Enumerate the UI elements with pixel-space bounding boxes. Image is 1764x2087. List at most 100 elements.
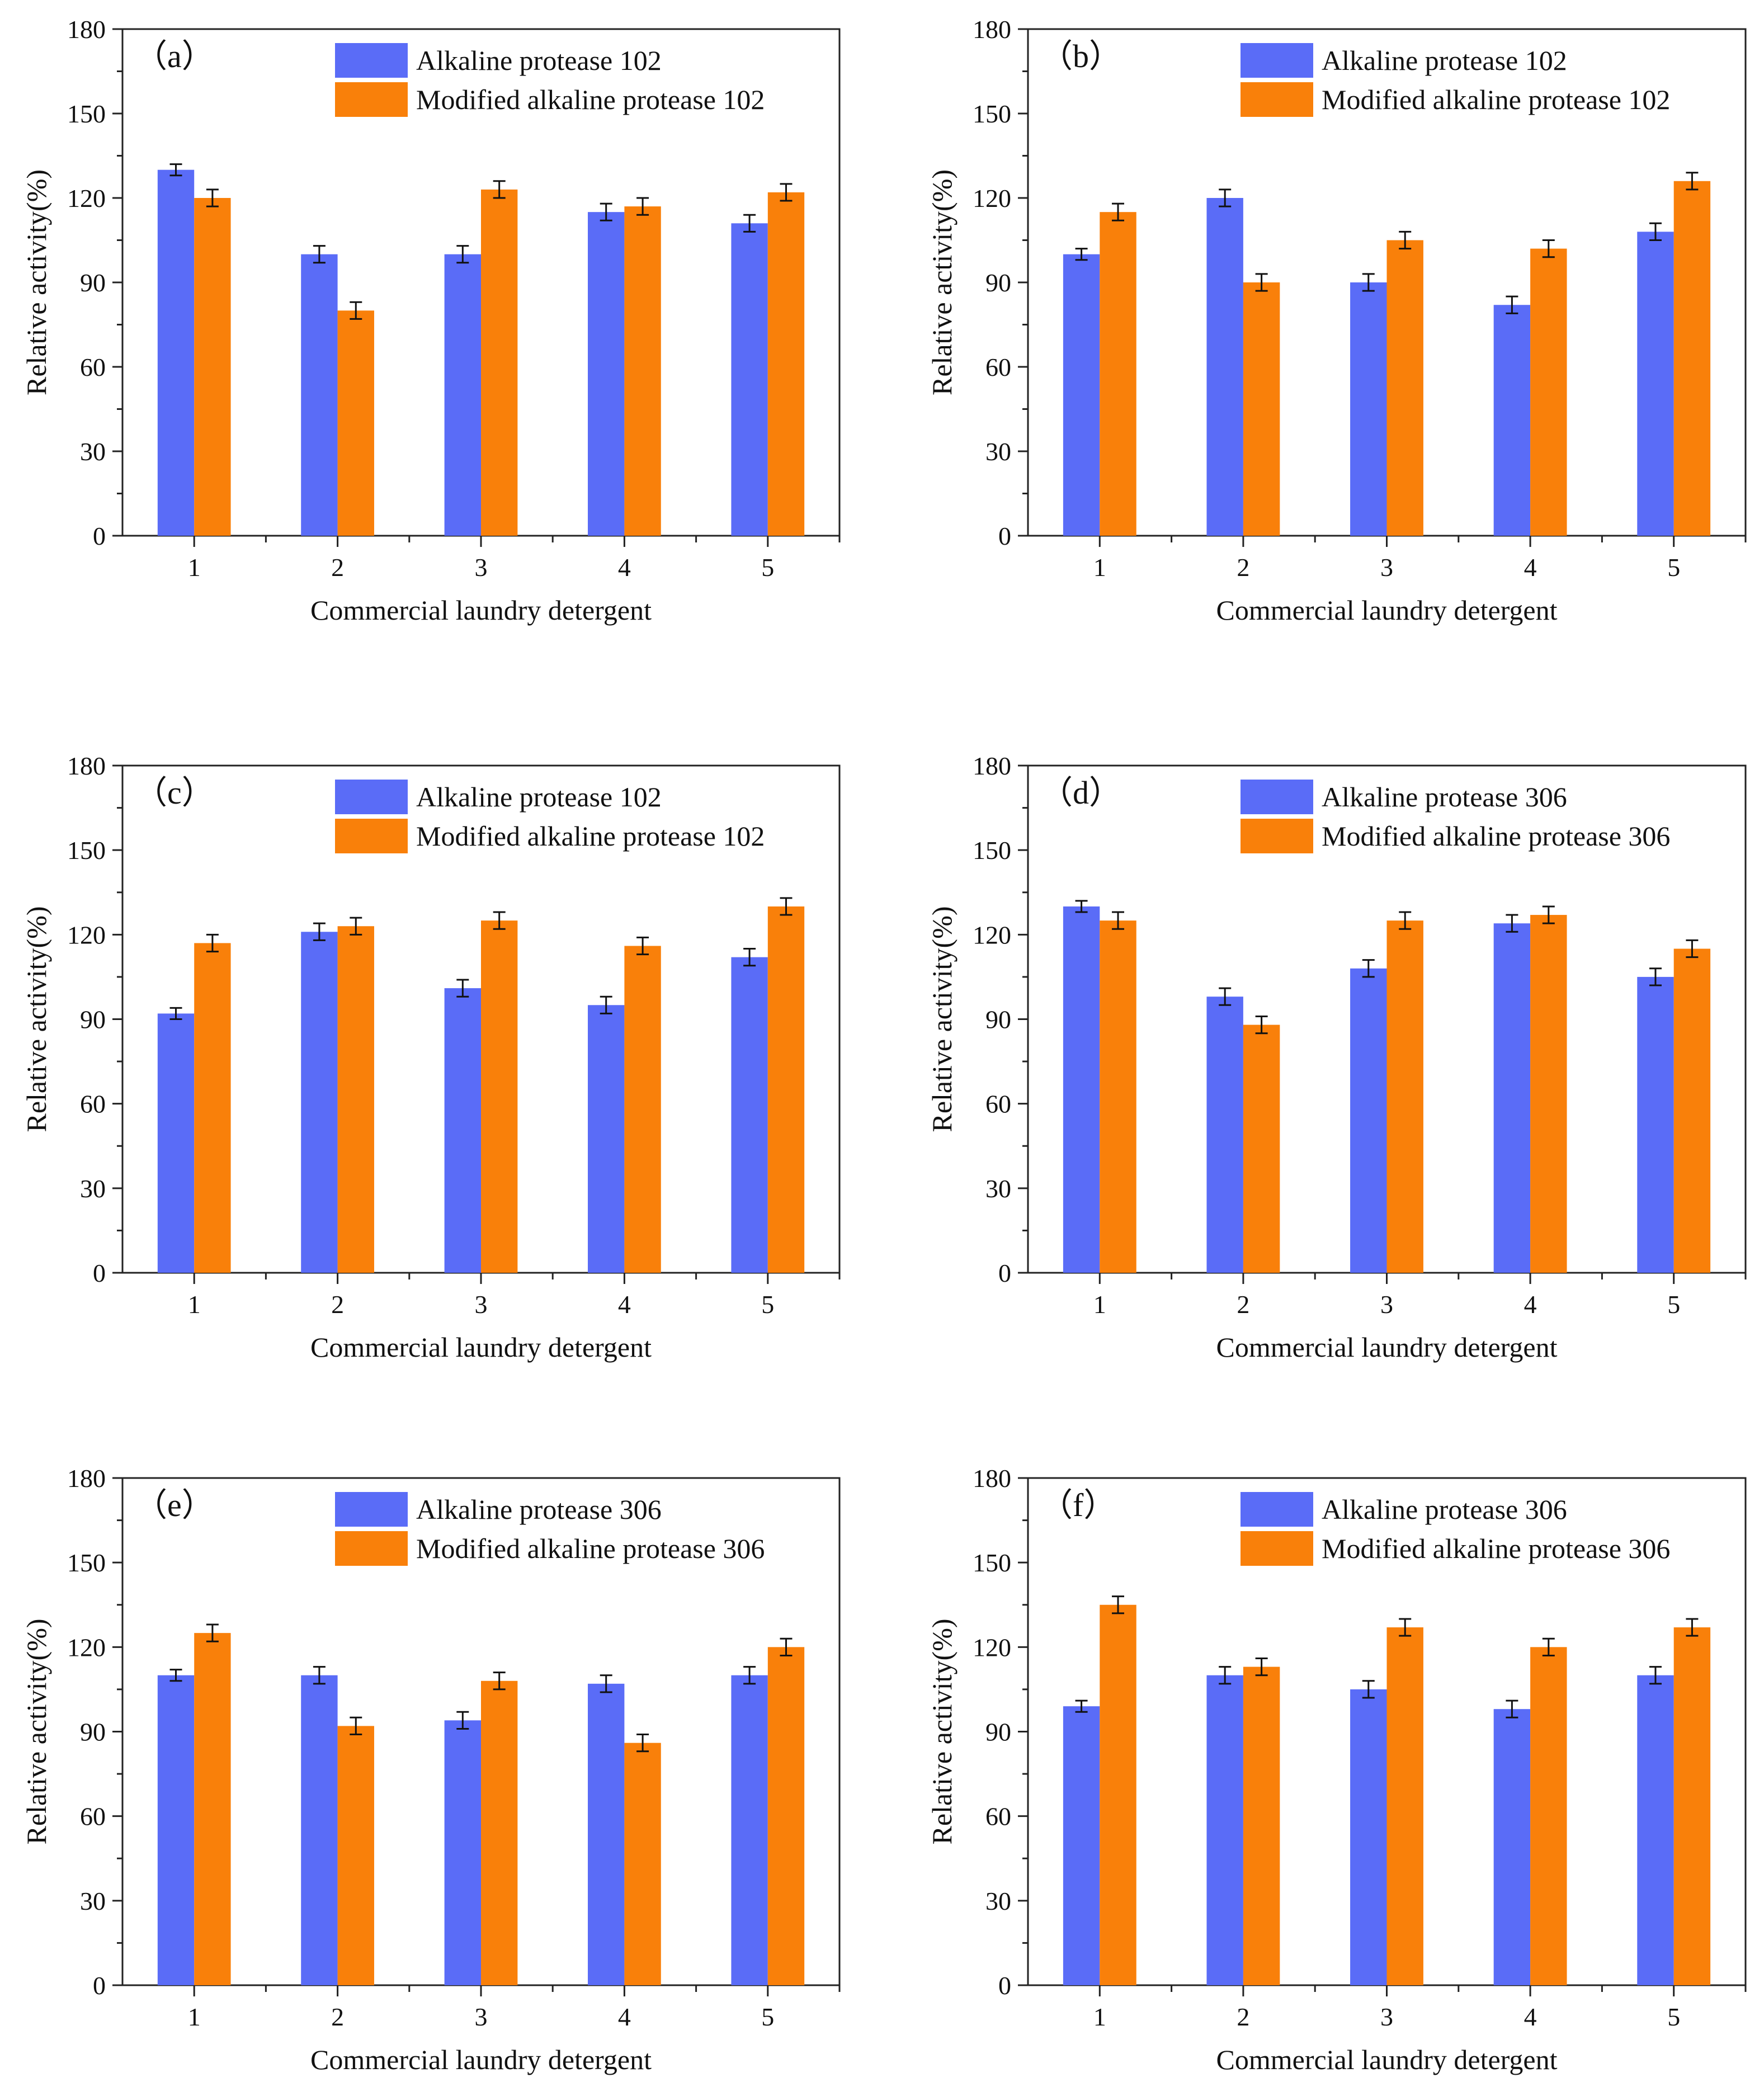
error-bar — [169, 1007, 182, 1020]
x-tick-label: 5 — [761, 2003, 774, 2031]
error-bar — [1649, 222, 1662, 241]
y-tick-label: 0 — [93, 1971, 106, 2000]
bar-series-1-cat-1 — [157, 1013, 195, 1273]
panel-label: （d） — [1040, 775, 1121, 811]
legend-swatch-1 — [335, 780, 408, 814]
y-tick-label: 0 — [998, 1259, 1011, 1287]
y-tick-label: 60 — [80, 1802, 106, 1831]
y-tick-label: 180 — [973, 752, 1011, 780]
error-bar — [780, 897, 793, 916]
error-bar — [1686, 172, 1699, 191]
y-axis-title: Relative activity(%) — [926, 906, 958, 1132]
error-bar — [1686, 1618, 1699, 1637]
error-bar — [1542, 905, 1555, 924]
x-tick-label: 2 — [1237, 553, 1249, 582]
legend-swatch-1 — [1241, 43, 1313, 78]
legend-label-2: Modified alkaline protease 306 — [416, 1533, 765, 1564]
chart-panel-b: 0 30 60 90 120 150 180 1 2 3 4 5 Commercial laundry … — [926, 15, 1747, 626]
x-tick-label: 4 — [618, 2003, 631, 2031]
y-axis-title: Relative activity(%) — [926, 169, 958, 395]
x-tick-label: 1 — [1093, 2003, 1106, 2031]
bar-series-2-cat-1 — [194, 1633, 231, 1985]
error-bar — [743, 948, 756, 967]
x-tick-label: 2 — [331, 553, 344, 582]
bar-series-1-cat-1 — [1063, 254, 1100, 536]
y-tick-label: 120 — [973, 184, 1011, 213]
error-bar — [169, 1669, 182, 1682]
bar-series-2-cat-1 — [1100, 212, 1136, 536]
panel-label: （e） — [135, 1487, 214, 1523]
error-bar — [1399, 1618, 1412, 1637]
x-tick-label: 1 — [188, 553, 201, 582]
x-tick-label: 3 — [1380, 1290, 1393, 1319]
y-tick-label: 60 — [985, 1090, 1011, 1118]
legend-label-1: Alkaline protease 102 — [1322, 45, 1567, 76]
x-tick-label: 3 — [475, 553, 488, 582]
bar-series-1-cat-5 — [731, 957, 768, 1273]
y-tick-label: 150 — [67, 836, 106, 865]
y-tick-label: 90 — [80, 1005, 106, 1034]
bar-series-1-cat-2 — [1206, 198, 1243, 536]
legend-label-2: Modified alkaline protease 102 — [416, 820, 765, 852]
bar-series-2-cat-5 — [767, 192, 805, 536]
y-tick-label: 120 — [973, 920, 1011, 949]
bar-series-1-cat-2 — [301, 1675, 338, 1985]
error-bar — [350, 301, 362, 320]
bar-series-1-cat-1 — [157, 1675, 195, 1985]
error-bar — [1399, 911, 1412, 930]
bar-series-1-cat-5 — [1637, 976, 1674, 1273]
error-bar — [1075, 248, 1088, 261]
legend-label-1: Alkaline protease 306 — [416, 1494, 662, 1525]
bar-series-2-cat-2 — [1243, 1024, 1280, 1273]
bar-series-2-cat-3 — [481, 920, 518, 1273]
error-bar — [600, 995, 612, 1014]
x-tick-label: 3 — [475, 2003, 488, 2031]
bar-series-1-cat-3 — [444, 254, 481, 536]
bar-series-2-cat-2 — [337, 310, 374, 536]
error-bar — [1399, 230, 1412, 250]
legend-swatch-2 — [1241, 1531, 1313, 1566]
legend-label-1: Alkaline protease 102 — [416, 45, 662, 76]
error-bar — [456, 245, 469, 264]
chart-panel-e: 0 30 60 90 120 150 180 1 2 3 4 5 Commercial laundry … — [21, 1464, 841, 2075]
error-bar — [743, 1666, 756, 1685]
error-bar — [1219, 1666, 1232, 1685]
error-bar — [1112, 202, 1125, 221]
error-bar — [313, 245, 326, 264]
y-tick-label: 120 — [67, 1633, 106, 1661]
y-tick-label: 60 — [985, 1802, 1011, 1831]
x-tick-label: 2 — [1237, 1290, 1249, 1319]
y-axis-title: Relative activity(%) — [21, 1618, 52, 1844]
error-bar — [1112, 1595, 1125, 1614]
bar-series-2-cat-3 — [481, 189, 518, 536]
x-tick-label: 4 — [1524, 2003, 1537, 2031]
bar-series-2-cat-5 — [1673, 1627, 1711, 1985]
legend-swatch-1 — [335, 1492, 408, 1527]
y-tick-label: 90 — [80, 1718, 106, 1746]
x-tick-label: 3 — [1380, 553, 1393, 582]
error-bar — [1506, 295, 1518, 314]
error-bar — [313, 922, 326, 941]
y-tick-label: 0 — [93, 1259, 106, 1287]
y-axis-title: Relative activity(%) — [926, 1618, 958, 1844]
x-tick-label: 5 — [1667, 1290, 1680, 1319]
y-tick-label: 180 — [67, 1464, 106, 1493]
y-tick-label: 90 — [985, 268, 1011, 297]
panel-label: （f） — [1040, 1487, 1116, 1523]
bar-series-1-cat-5 — [731, 1675, 768, 1985]
x-axis-title: Commercial laundry detergent — [310, 594, 652, 626]
bar-series-1-cat-5 — [1637, 1675, 1674, 1985]
legend-swatch-2 — [1241, 819, 1313, 853]
y-tick-label: 0 — [93, 522, 106, 550]
error-bar — [1255, 273, 1268, 292]
x-tick-label: 1 — [1093, 553, 1106, 582]
error-bar — [600, 202, 612, 221]
y-tick-label: 150 — [973, 1548, 1011, 1577]
bar-series-2-cat-1 — [1100, 1604, 1136, 1985]
bar-series-2-cat-1 — [194, 943, 231, 1273]
y-tick-label: 0 — [998, 1971, 1011, 2000]
bar-series-2-cat-2 — [1243, 1666, 1280, 1985]
bar-series-1-cat-2 — [301, 254, 338, 536]
y-tick-label: 90 — [985, 1718, 1011, 1746]
y-tick-label: 150 — [973, 100, 1011, 128]
